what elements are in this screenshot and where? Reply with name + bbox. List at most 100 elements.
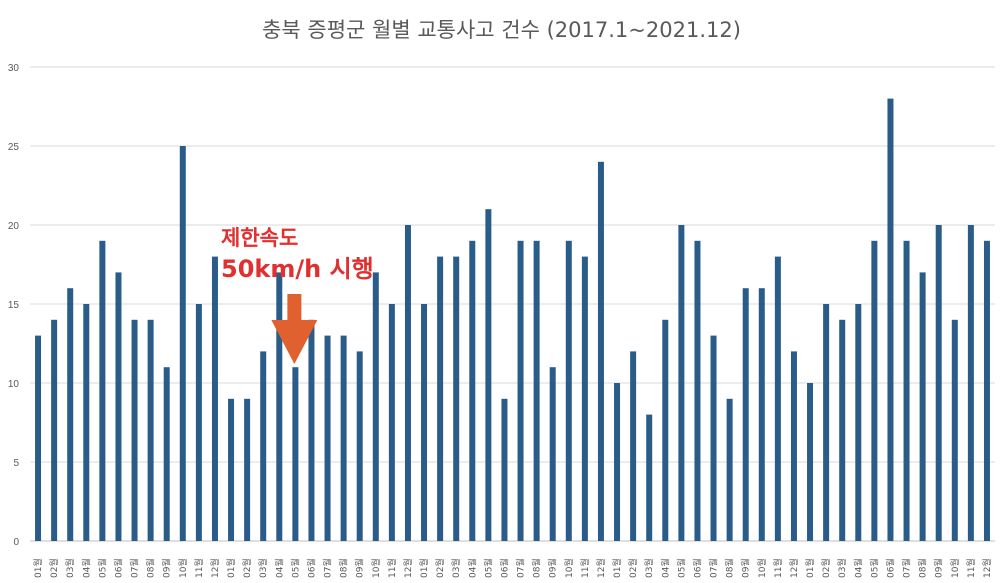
x-tick-label: 09월 [740,558,752,578]
x-tick-label: 08월 [145,558,157,578]
x-axis-ticks: 01월 02월 03월 04월 05월 06월 07월 08월 09월 10월 11월 12월 01월 0… [32,558,993,578]
x-tick-label: 02월 [627,558,639,578]
y-tick-label: 25 [8,142,20,153]
x-tick-label: 10월 [177,558,189,578]
x-tick-label: 10월 [370,558,382,578]
bar [35,335,42,541]
bar [614,383,621,541]
bar [839,319,846,541]
x-tick-label: 10월 [949,558,961,578]
x-tick-label: 05월 [482,558,494,578]
x-tick-label: 01월 [32,558,44,578]
x-tick-label: 12월 [788,558,800,578]
bar [726,398,733,541]
bar [356,351,363,541]
x-tick-label: 06월 [112,558,124,578]
x-tick-label: 06월 [498,558,510,578]
bar [662,319,669,541]
bar [501,398,508,541]
x-tick-label: 08월 [338,558,350,578]
bar [983,240,990,542]
bar [758,288,765,541]
x-tick-label: 01월 [611,558,623,578]
x-tick-label: 06월 [691,558,703,578]
x-tick-label: 07월 [129,558,141,578]
x-tick-label: 01월 [225,558,237,578]
bar [855,304,862,541]
y-tick-label: 15 [8,300,20,311]
x-tick-label: 07월 [322,558,334,578]
x-tick-label: 09월 [933,558,945,578]
down-arrow-shape [271,294,318,364]
bar [83,304,90,541]
x-tick-label: 07월 [515,558,527,578]
bar [678,225,685,541]
bar [967,225,974,541]
bar [646,414,653,541]
bar [517,240,524,542]
bar [694,240,701,542]
bar [710,335,717,541]
x-tick-label: 03월 [643,558,655,578]
x-tick-label: 04월 [852,558,864,578]
x-tick-label: 06월 [884,558,896,578]
bar [131,319,138,541]
bar [404,225,411,541]
x-tick-label: 04월 [273,558,285,578]
bar [308,319,315,541]
x-tick-label: 05월 [868,558,880,578]
bar [421,304,428,541]
bar [211,256,218,541]
x-tick-label: 12월 [595,558,607,578]
bar [581,256,588,541]
x-tick-label: 11월 [772,558,784,578]
bar [533,240,540,542]
bar [67,288,74,541]
x-tick-label: 07월 [901,558,913,578]
x-tick-label: 11월 [965,558,977,578]
x-tick-label: 03월 [836,558,848,578]
x-tick-label: 05월 [289,558,301,578]
bar [597,161,604,542]
bar [340,335,347,541]
bar [935,225,942,541]
bar [823,304,830,541]
bar [437,256,444,541]
bar [919,272,926,541]
bar [485,209,492,541]
x-tick-label: 05월 [675,558,687,578]
x-tick-label: 02월 [434,558,446,578]
bar [179,146,186,541]
x-tick-label: 01월 [418,558,430,578]
x-tick-label: 05월 [96,558,108,578]
bar [469,240,476,542]
bar [147,319,154,541]
x-tick-label: 10월 [563,558,575,578]
x-tick-label: 01월 [804,558,816,578]
x-tick-label: 09월 [547,558,559,578]
bar [195,304,202,541]
x-tick-label: 09월 [354,558,366,578]
y-tick-label: 20 [8,221,20,232]
bar [292,367,299,541]
bar [260,351,267,541]
x-tick-label: 11월 [193,558,205,578]
x-tick-label: 12월 [981,558,993,578]
bar [163,367,170,541]
x-tick-label: 08월 [531,558,543,578]
x-tick-label: 09월 [161,558,173,578]
bar [453,256,460,541]
x-tick-label: 07월 [708,558,720,578]
x-tick-label: 08월 [724,558,736,578]
x-tick-label: 03월 [450,558,462,578]
bar [951,319,958,541]
x-tick-label: 02월 [48,558,60,578]
x-tick-label: 03월 [257,558,269,578]
bar [903,240,910,542]
bar [807,383,814,541]
x-tick-label: 11월 [386,558,398,578]
x-tick-label: 04월 [80,558,92,578]
bar [372,272,379,541]
bar [871,240,878,542]
